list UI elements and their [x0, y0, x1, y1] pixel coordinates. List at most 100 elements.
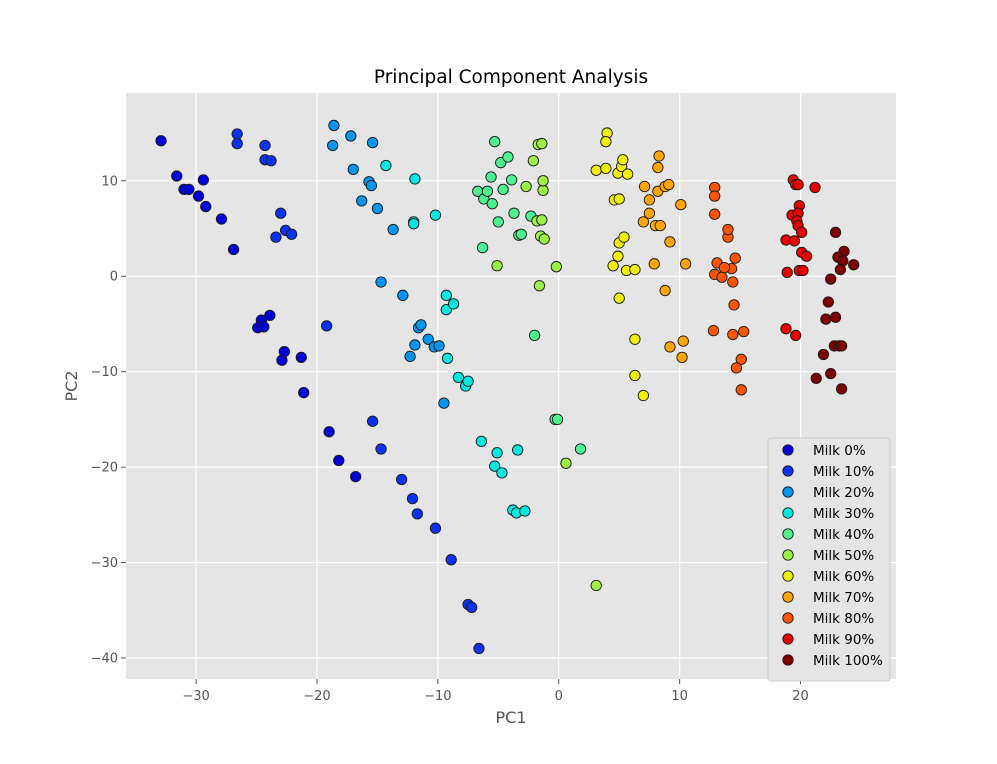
- data-point: [621, 168, 634, 180]
- data-point: [835, 383, 848, 395]
- data-point: [809, 181, 821, 194]
- data-point: [473, 642, 485, 655]
- data-point: [445, 554, 457, 566]
- data-point: [590, 579, 602, 592]
- data-point: [511, 444, 524, 456]
- data-point: [508, 207, 520, 219]
- y-axis-title: PC2: [62, 371, 81, 402]
- data-point: [345, 130, 357, 142]
- data-point: [825, 367, 837, 380]
- data-point: [617, 154, 629, 166]
- data-point: [171, 170, 183, 182]
- data-point: [285, 228, 298, 240]
- legend-label: Milk 80%: [813, 611, 874, 627]
- data-point: [738, 325, 750, 338]
- data-point: [452, 371, 465, 384]
- data-point: [440, 289, 452, 301]
- legend-marker: [782, 591, 794, 603]
- data-point: [462, 375, 474, 387]
- data-point: [422, 333, 434, 345]
- data-point: [265, 155, 277, 167]
- legend-label: Milk 50%: [813, 548, 874, 564]
- data-point: [192, 190, 205, 202]
- legend-label: Milk 90%: [813, 632, 874, 648]
- legend-label: Milk 20%: [813, 485, 874, 501]
- data-point: [350, 471, 362, 483]
- data-point: [643, 194, 656, 206]
- legend: Milk 0% Milk 10% Milk 20% Milk 30% Milk 40% M…: [767, 437, 891, 682]
- data-point: [730, 362, 743, 374]
- chart-title: Principal Component Analysis: [374, 67, 648, 88]
- data-point: [829, 311, 842, 323]
- y-tick-label: −40: [91, 652, 118, 667]
- legend-marker: [782, 507, 794, 519]
- data-point: [653, 150, 665, 162]
- legend-marker: [782, 633, 794, 645]
- y-tick-label: −10: [91, 365, 118, 380]
- legend-marker: [782, 528, 794, 540]
- data-point: [810, 372, 822, 385]
- data-point: [278, 345, 291, 358]
- x-tick-label: 20: [792, 689, 809, 704]
- data-point: [648, 258, 660, 270]
- data-point: [600, 162, 612, 175]
- data-point: [829, 226, 842, 238]
- data-point: [654, 220, 666, 232]
- data-point: [200, 200, 212, 213]
- data-point: [797, 264, 809, 277]
- data-point: [528, 329, 541, 342]
- data-point: [415, 319, 427, 331]
- data-point: [538, 233, 550, 245]
- data-point: [722, 223, 734, 236]
- data-point: [505, 174, 518, 186]
- data-point: [215, 213, 228, 225]
- data-point: [600, 136, 612, 148]
- data-point: [366, 136, 379, 149]
- data-point: [550, 261, 562, 273]
- data-point: [533, 280, 546, 292]
- series-milk-20-: [327, 119, 450, 409]
- data-point: [820, 313, 832, 325]
- data-point: [536, 214, 548, 226]
- data-point: [491, 447, 503, 459]
- x-tick-label: −20: [303, 689, 330, 704]
- data-point: [637, 216, 650, 228]
- data-point: [716, 271, 728, 283]
- x-axis-title: PC1: [496, 708, 527, 727]
- data-point: [574, 443, 587, 455]
- data-point: [590, 164, 602, 176]
- data-point: [321, 320, 333, 332]
- series-milk-60-: [590, 127, 650, 402]
- data-point: [328, 119, 340, 132]
- data-point: [438, 397, 450, 409]
- data-point: [659, 284, 671, 297]
- data-point: [404, 350, 416, 363]
- data-point: [520, 180, 532, 193]
- data-point: [380, 159, 392, 172]
- data-point: [780, 323, 792, 335]
- legend-marker: [782, 465, 794, 477]
- data-point: [835, 340, 848, 352]
- data-point: [663, 178, 675, 191]
- data-point: [264, 309, 276, 322]
- legend-marker: [782, 654, 794, 666]
- data-point: [629, 369, 641, 382]
- data-point: [825, 273, 837, 285]
- data-point: [375, 276, 387, 288]
- x-tick-label: 10: [671, 689, 688, 704]
- data-point: [664, 236, 676, 248]
- series-milk-50-: [491, 137, 602, 592]
- data-point: [637, 389, 650, 402]
- data-point: [447, 298, 460, 310]
- data-point: [197, 174, 210, 186]
- legend-box: [767, 437, 891, 682]
- y-tick-label: −30: [91, 556, 118, 571]
- y-axis-ticks: −40 −30 −20 −10 0 10: [91, 174, 126, 667]
- data-point: [270, 231, 282, 243]
- data-point: [729, 252, 741, 264]
- data-point: [613, 292, 625, 304]
- data-point: [441, 352, 454, 364]
- legend-label: Milk 10%: [813, 464, 874, 480]
